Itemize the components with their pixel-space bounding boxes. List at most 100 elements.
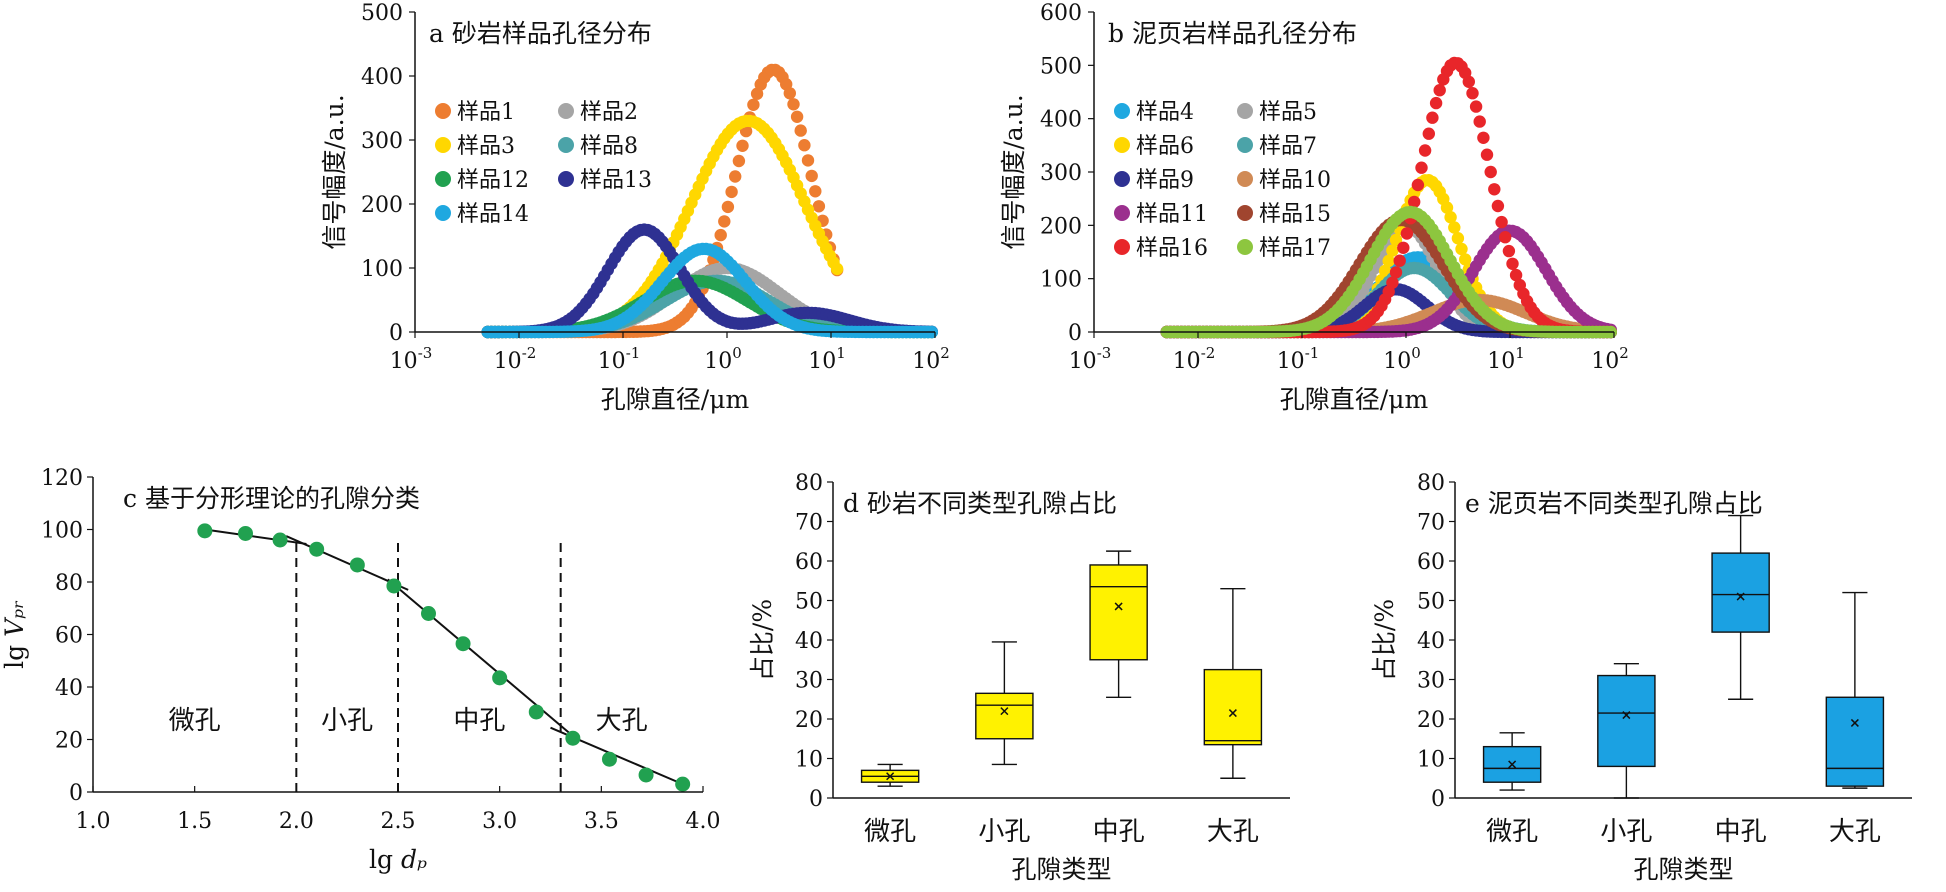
legend-marker (435, 137, 451, 153)
y-tick-label: 500 (361, 1, 403, 26)
chart-title: e 泥页岩不同类型孔隙占比 (1465, 489, 1763, 518)
data-point (1426, 111, 1439, 124)
data-point (1444, 211, 1457, 224)
y-tick-label: 100 (361, 257, 403, 282)
box-小孔 (975, 641, 1034, 766)
y-tick-label: 80 (55, 571, 83, 596)
y-tick-label: 0 (809, 787, 823, 812)
y-tick-label: 50 (1417, 590, 1445, 615)
legend-marker (435, 205, 451, 221)
data-point (1382, 254, 1395, 268)
data-point (1440, 201, 1454, 214)
legend-item: 样品17 (1237, 236, 1331, 261)
data-point (1459, 253, 1472, 266)
data-point (386, 578, 402, 594)
x-tick-label: 10-1 (598, 344, 641, 374)
y-tick-label: 300 (361, 129, 403, 154)
x-tick-label: 3.5 (584, 809, 619, 834)
legend-marker (1237, 205, 1253, 221)
x-axis-title: 孔隙直径/μm (601, 385, 750, 414)
mean-marker (1000, 707, 1009, 716)
data-point (809, 185, 822, 198)
data-point (1378, 264, 1392, 278)
legend-label: 样品2 (580, 100, 638, 125)
y-tick-label: 200 (361, 193, 403, 218)
y-tick-label: 20 (55, 729, 83, 754)
y-tick-label: 10 (795, 748, 823, 773)
data-point (729, 170, 742, 183)
legend-item: 样品16 (1114, 236, 1208, 261)
chart-title: b 泥页岩样品孔径分布 (1108, 19, 1357, 48)
region-label: 大孔 (596, 706, 648, 736)
data-point (455, 636, 471, 652)
region-label: 小孔 (321, 706, 373, 736)
x-tick-label: 1.5 (177, 809, 212, 834)
x-tick-label: 10-3 (1069, 344, 1112, 374)
data-point (565, 730, 581, 746)
data-point (528, 704, 544, 720)
y-tick-label: 600 (1040, 1, 1082, 26)
data-point (1473, 115, 1486, 128)
legend-item: 样品11 (1114, 202, 1208, 227)
x-axis-title: 孔隙直径/μm (1280, 385, 1429, 414)
x-tick-label: 10-2 (494, 344, 537, 374)
legend-label: 样品13 (580, 168, 652, 193)
data-point (1393, 254, 1406, 267)
y-tick-label: 20 (1417, 708, 1445, 733)
data-point (1389, 266, 1403, 279)
legend-item: 样品10 (1237, 168, 1331, 193)
y-tick-label: 40 (1417, 629, 1445, 654)
data-point (1400, 227, 1414, 240)
y-tick-label: 80 (795, 471, 823, 496)
x-tick-label: 小孔 (1600, 817, 1652, 847)
mean-marker (886, 772, 895, 781)
data-point (732, 154, 746, 168)
legend-marker (1237, 137, 1253, 153)
data-point (238, 525, 253, 541)
data-point (747, 98, 760, 112)
data-point (349, 557, 365, 573)
y-tick-label: 30 (795, 669, 823, 694)
y-tick-label: 0 (1068, 321, 1082, 346)
legend-marker (1114, 137, 1130, 153)
data-point (1408, 195, 1421, 209)
mean-marker (1622, 711, 1631, 720)
legend-item: 样品5 (1237, 100, 1317, 125)
mean-marker (1736, 592, 1745, 601)
panel-a-pore-size-sandstone: 0 100 200 300 400 500 10-3 10-2 10-1 100 101 102 孔隙直… (320, 1, 950, 414)
y-tick-label: 50 (795, 590, 823, 615)
y-tick-label: 300 (1040, 161, 1082, 186)
data-point (309, 541, 325, 557)
data-point (1509, 268, 1523, 282)
legend-marker (1237, 239, 1253, 255)
legend-label: 样品3 (457, 134, 515, 159)
legend-marker (435, 103, 451, 119)
box-微孔 (860, 763, 920, 787)
data-point (675, 776, 691, 792)
data-point (638, 767, 654, 783)
data-point (787, 98, 800, 111)
panel-b-pore-size-shale: 0 100 200 300 400 500 600 10-3 10-2 10-1 100 101 102… (999, 1, 1629, 414)
y-tick-label: 500 (1040, 54, 1082, 79)
legend-marker (1114, 171, 1130, 187)
fit-segment (285, 535, 409, 591)
x-tick-label: 102 (912, 344, 950, 374)
x-tick-label: 102 (1591, 344, 1629, 374)
data-point (601, 751, 617, 767)
x-tick-label: 100 (1383, 344, 1421, 374)
box (1089, 564, 1148, 661)
box-大孔 (1825, 591, 1885, 789)
y-tick-label: 400 (1040, 108, 1082, 133)
data-point (1506, 257, 1519, 270)
data-point (272, 532, 288, 548)
data-point (1466, 87, 1479, 100)
data-point (1386, 244, 1399, 257)
data-point (798, 139, 811, 152)
legend-marker (1114, 239, 1130, 255)
y-axis-title: 信号幅度/a.u. (320, 94, 349, 249)
legend-label: 样品11 (1136, 202, 1208, 227)
mean-marker (1850, 718, 1859, 727)
data-point (1484, 165, 1497, 179)
y-tick-label: 0 (389, 321, 403, 346)
